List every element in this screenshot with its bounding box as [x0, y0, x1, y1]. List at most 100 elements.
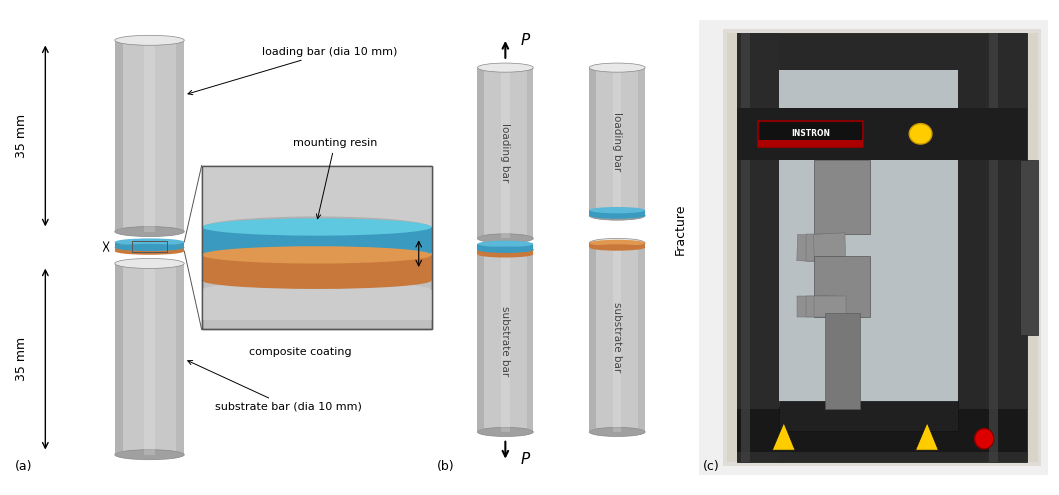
- Text: 35 mm: 35 mm: [15, 337, 28, 381]
- Ellipse shape: [478, 245, 534, 254]
- Ellipse shape: [589, 207, 645, 213]
- Bar: [114, 263, 123, 455]
- Bar: [796, 296, 828, 317]
- Ellipse shape: [589, 240, 645, 246]
- Bar: [779, 70, 957, 407]
- Bar: [758, 140, 863, 147]
- Bar: [114, 263, 184, 455]
- Text: substrate bar (dia 10 mm): substrate bar (dia 10 mm): [187, 360, 361, 412]
- Polygon shape: [772, 423, 795, 450]
- Ellipse shape: [910, 124, 932, 144]
- Bar: [814, 160, 870, 235]
- Ellipse shape: [201, 246, 432, 263]
- Ellipse shape: [478, 234, 534, 243]
- Text: mounting resin: mounting resin: [292, 138, 377, 219]
- Text: substrate bar: substrate bar: [612, 302, 623, 373]
- Bar: [1021, 160, 1038, 335]
- Ellipse shape: [974, 429, 993, 449]
- Text: 35 mm: 35 mm: [15, 114, 28, 158]
- Bar: [989, 34, 998, 461]
- Bar: [814, 256, 870, 317]
- Ellipse shape: [114, 244, 184, 251]
- Bar: [796, 235, 829, 262]
- Bar: [589, 243, 645, 248]
- Ellipse shape: [589, 63, 645, 72]
- Ellipse shape: [114, 258, 184, 268]
- Bar: [825, 313, 860, 409]
- Ellipse shape: [201, 272, 432, 289]
- Bar: [144, 40, 155, 232]
- Ellipse shape: [589, 245, 645, 250]
- Bar: [501, 250, 509, 432]
- Text: P: P: [521, 452, 530, 467]
- Bar: [114, 40, 123, 232]
- Bar: [478, 250, 534, 432]
- Bar: [114, 248, 184, 251]
- Text: P: P: [521, 33, 530, 48]
- Text: Fracture: Fracture: [675, 203, 687, 255]
- Bar: [201, 227, 432, 252]
- Bar: [114, 242, 184, 248]
- Ellipse shape: [114, 35, 184, 46]
- Ellipse shape: [478, 427, 534, 437]
- Ellipse shape: [114, 248, 184, 255]
- Ellipse shape: [114, 239, 184, 246]
- Bar: [737, 34, 1027, 461]
- Bar: [478, 68, 484, 239]
- Bar: [501, 68, 509, 239]
- Bar: [813, 233, 846, 260]
- Ellipse shape: [114, 244, 184, 251]
- Ellipse shape: [201, 216, 432, 239]
- Ellipse shape: [589, 211, 645, 220]
- Bar: [132, 241, 167, 252]
- Bar: [814, 296, 846, 317]
- Ellipse shape: [478, 251, 534, 257]
- Bar: [779, 400, 957, 431]
- Bar: [737, 107, 1027, 160]
- Bar: [589, 243, 596, 432]
- Bar: [613, 68, 622, 216]
- Bar: [737, 409, 1027, 452]
- Ellipse shape: [201, 218, 432, 236]
- Bar: [144, 263, 155, 455]
- Bar: [758, 121, 863, 147]
- Bar: [176, 263, 184, 455]
- Bar: [526, 250, 534, 432]
- Bar: [478, 250, 534, 254]
- Bar: [737, 34, 779, 461]
- Bar: [201, 165, 432, 330]
- Bar: [201, 165, 432, 330]
- Ellipse shape: [201, 244, 432, 261]
- Ellipse shape: [589, 239, 645, 248]
- Ellipse shape: [201, 281, 432, 299]
- Ellipse shape: [114, 227, 184, 237]
- Text: loading bar: loading bar: [500, 123, 510, 183]
- Bar: [741, 34, 750, 461]
- Bar: [589, 68, 596, 216]
- Bar: [478, 68, 534, 239]
- Bar: [726, 34, 1038, 461]
- Bar: [478, 250, 484, 432]
- Bar: [639, 68, 645, 216]
- Text: loading bar (dia 10 mm): loading bar (dia 10 mm): [189, 47, 398, 95]
- Bar: [201, 165, 432, 228]
- Polygon shape: [916, 423, 938, 450]
- Text: loading bar: loading bar: [612, 112, 623, 171]
- Bar: [986, 34, 1027, 461]
- Bar: [526, 68, 534, 239]
- Ellipse shape: [478, 63, 534, 72]
- Bar: [806, 235, 837, 260]
- Bar: [589, 68, 645, 216]
- Text: composite coating: composite coating: [250, 347, 352, 357]
- Ellipse shape: [478, 241, 534, 247]
- Bar: [589, 210, 645, 216]
- Ellipse shape: [114, 449, 184, 460]
- Bar: [176, 40, 184, 232]
- Bar: [201, 290, 432, 320]
- Ellipse shape: [589, 212, 645, 219]
- Text: INSTRON: INSTRON: [791, 129, 830, 138]
- Text: (b): (b): [436, 460, 454, 473]
- Bar: [806, 296, 837, 317]
- Bar: [589, 243, 645, 432]
- Text: (a): (a): [15, 460, 33, 473]
